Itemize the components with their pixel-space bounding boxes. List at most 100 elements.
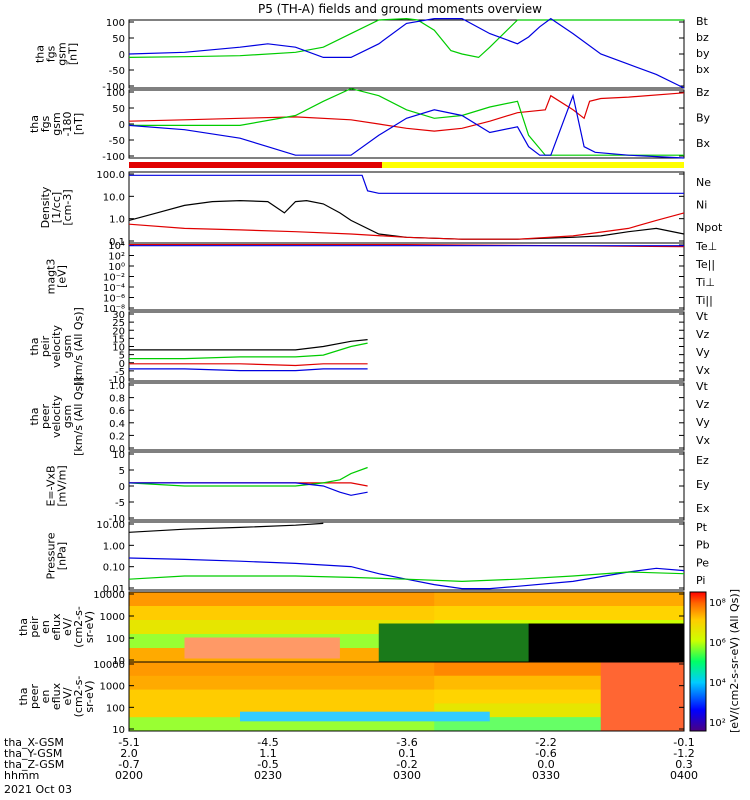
series-bx (128, 17, 685, 89)
figure-title: P5 (TH-A) fields and ground moments over… (258, 2, 542, 16)
series-by (128, 17, 684, 59)
x-row-value: 0.1 (398, 747, 416, 760)
heatmap-hot-region (184, 637, 340, 659)
y-tick-label: 1000 (100, 682, 125, 693)
y-axis-label: sr-eV) (83, 611, 96, 643)
y-tick-label: 25 (112, 318, 125, 329)
legend-label: Pb (696, 539, 710, 552)
y-axis-label: [nT] (72, 113, 85, 135)
y-tick-label: 10.00 (96, 520, 125, 531)
y-axis-label: velocity (50, 395, 63, 438)
series-Vz (129, 363, 368, 367)
panel-frame (128, 382, 685, 451)
series-Bx (128, 93, 685, 159)
y-axis-label: eflux (50, 682, 63, 710)
y-axis-label: [1/cc] (50, 192, 63, 223)
x-row-value: 1.1 (259, 747, 277, 760)
x-row-value: 0230 (254, 769, 282, 782)
date-label: 2021 Oct 03 (4, 783, 72, 796)
y-axis-label: [eV] (56, 265, 69, 288)
legend-label: Vz (696, 328, 710, 341)
y-tick-label: 10 (112, 656, 125, 667)
y-tick-label: 0 (119, 50, 125, 61)
status-bar (129, 162, 684, 168)
y-axis-label: tha (17, 687, 30, 705)
y-tick-label: 50 (112, 104, 125, 115)
y-tick-label: 10 (112, 343, 125, 354)
x-row-value: 0.3 (675, 758, 693, 771)
y-axis-label: tha (28, 337, 41, 355)
y-tick-label: 10⁻⁸ (103, 304, 125, 315)
legend-label: By (696, 112, 711, 125)
legend-label: Vt (696, 310, 709, 323)
colorbar: 10⁸ 10⁶ 10⁴ 10² [eV/(cm2-s-sr-eV) (All Qs)] (689, 589, 741, 733)
y-axis-label: gsm (56, 42, 69, 65)
y-axis-label: tha (17, 618, 30, 636)
series-Vt (129, 339, 368, 351)
y-tick-label: 1.00 (103, 541, 125, 552)
x-row-value: -0.5 (257, 758, 278, 771)
panel-frame (128, 521, 685, 591)
y-axis-label: en (39, 620, 52, 634)
panel-frame (128, 89, 685, 159)
x-row-value: -5.1 (118, 736, 139, 749)
x-axis-labels: tha_X-GSM -5.1 -4.5 -3.6 -2.2 -0.1 tha_Y-GSM 2.… (4, 736, 698, 782)
y-tick-label: -5 (115, 367, 125, 378)
y-axis-label: fgs (39, 115, 52, 132)
y-tick-label: 10.0 (103, 192, 125, 203)
y-tick-label: 100 (106, 703, 125, 714)
legend-label: Npot (696, 221, 723, 234)
y-axis-label: tha (28, 115, 41, 133)
heatmap-band (434, 606, 684, 621)
x-row-label: tha_X-GSM (4, 736, 64, 749)
panel-9: 10000 1000 100 10 thapeirenefluxeV/(cm2-s-sr… (17, 590, 685, 667)
legend-label: Te⊥ (695, 240, 717, 253)
heatmap-hot-region (600, 662, 684, 731)
series-Ne (128, 212, 685, 240)
colorbar-tick: 10² (709, 718, 726, 729)
y-tick-label: 15 (112, 334, 125, 345)
x-row-value: -3.6 (396, 736, 417, 749)
heatmap-band (434, 592, 684, 607)
y-tick-label: 20 (112, 326, 125, 337)
panel-frame (128, 311, 685, 382)
y-tick-label: 0.4 (109, 419, 125, 430)
y-axis-label: Density (39, 186, 52, 228)
legend-label: Pe (696, 556, 709, 569)
y-tick-label: -10 (109, 375, 125, 386)
y-axis-label: gsm (61, 405, 74, 428)
y-tick-label: 0 (119, 120, 125, 131)
x-row-value: 0300 (393, 769, 421, 782)
panel-8: 10.00 1.00 0.10 0.01 Pressure[nPa] Pt Pb Pe Pi (45, 520, 710, 595)
colorbar-tick: 10⁸ (709, 598, 726, 609)
x-row-value: 0330 (532, 769, 560, 782)
heatmap-cold-band (240, 711, 490, 722)
legend-label: Ey (696, 478, 710, 491)
series-Ni (128, 199, 685, 240)
y-tick-label: 0.2 (109, 431, 125, 442)
y-tick-label: 10⁻⁶ (103, 294, 125, 305)
y-tick-label: 0.6 (109, 406, 125, 417)
y-axis-label: tha (28, 407, 41, 425)
y-tick-label: -10 (109, 514, 125, 525)
y-tick-label: -100 (102, 82, 125, 93)
y-axis-label: peer (39, 404, 52, 430)
legend-label: Pt (696, 521, 708, 534)
legend-label: Bz (696, 86, 710, 99)
y-axis-label: gsm (50, 112, 63, 135)
y-axis-label: magt3 (45, 259, 58, 295)
legend-label: Vt (696, 380, 709, 393)
series-Bz (128, 92, 685, 132)
legend-label: by (696, 47, 710, 60)
panel-3: 100.0 10.0 1.0 0.1 Density[1/cc][cm-3] Ne Ni Np… (39, 170, 723, 248)
y-axis-label: [mV/m] (56, 465, 69, 506)
y-tick-label: 5 (119, 351, 125, 362)
x-row-label: tha_Z-GSM (4, 758, 64, 771)
legend-label: Ni (696, 199, 707, 212)
series-Ex (129, 482, 368, 496)
y-tick-label: 30 (112, 310, 125, 321)
